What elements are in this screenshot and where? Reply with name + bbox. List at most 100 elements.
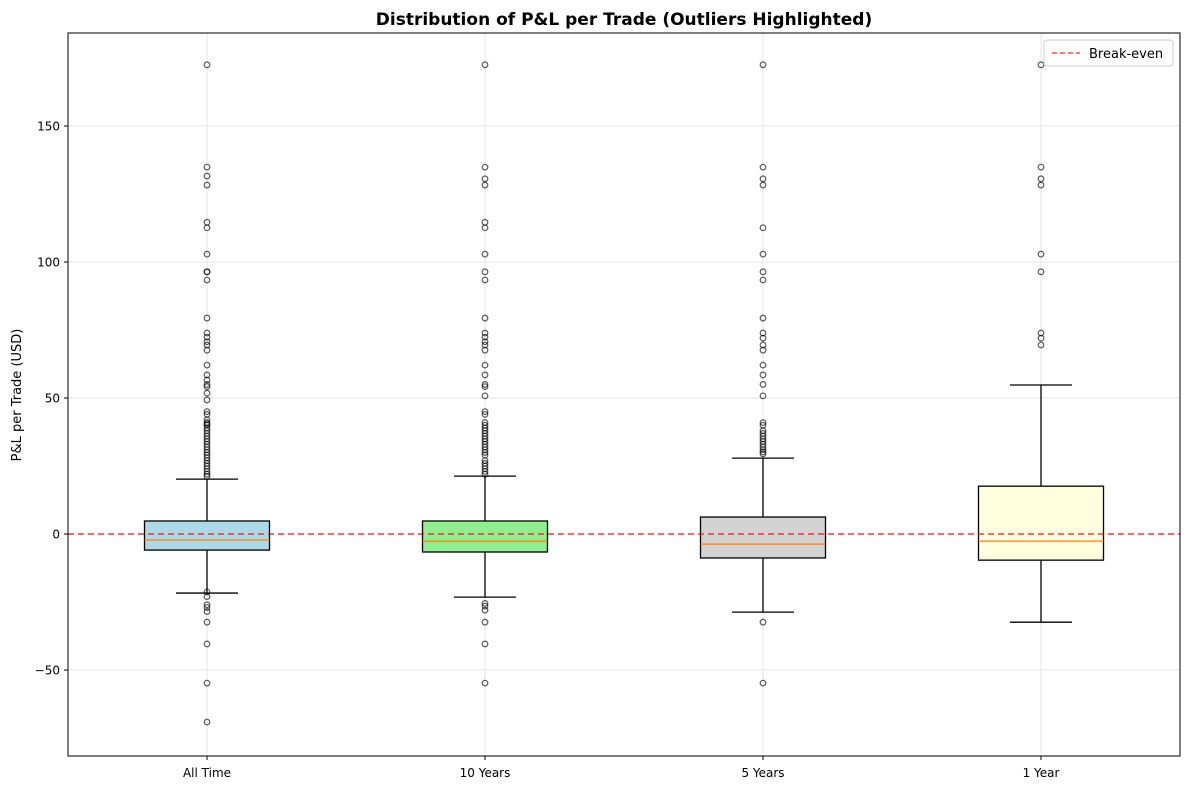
outlier-point (481, 470, 489, 478)
outlier-point (1037, 175, 1045, 183)
outlier-point (759, 361, 767, 369)
y-tick-label: 150 (37, 120, 60, 134)
outlier-point (481, 333, 489, 341)
box-all-time (143, 61, 271, 726)
outlier-point (481, 468, 489, 475)
outlier-point (759, 443, 767, 451)
iqr-box (977, 485, 1105, 561)
y-axis-label: P&L per Trade (USD) (10, 329, 25, 462)
outlier-point (759, 679, 767, 687)
outlier-point (1037, 341, 1045, 349)
outlier-point (203, 593, 211, 601)
outlier-point (203, 163, 211, 171)
outlier-point (759, 392, 767, 400)
outlier-point (203, 389, 211, 397)
outlier-point (203, 470, 211, 478)
outlier-point (203, 224, 211, 232)
y-tick-label: 0 (52, 528, 60, 542)
outlier-point (481, 381, 489, 388)
outlier-point (759, 314, 767, 322)
outlier-point (759, 163, 767, 171)
outlier-point (481, 346, 489, 354)
outlier-point (203, 314, 211, 322)
outlier-point (759, 450, 767, 458)
outlier-point (481, 224, 489, 232)
outlier-point (1037, 61, 1045, 69)
outlier-point (481, 606, 489, 614)
outlier-point (481, 175, 489, 183)
outlier-point (203, 276, 211, 284)
outlier-point (481, 408, 489, 416)
outlier-point (481, 361, 489, 369)
outlier-point (203, 588, 211, 596)
outlier-point (759, 61, 767, 69)
outlier-point (481, 640, 489, 648)
outlier-point (759, 224, 767, 232)
outlier-point (203, 346, 211, 354)
x-tick-label: 10 Years (460, 766, 511, 780)
outlier-point (481, 600, 489, 607)
legend: Break-even (1043, 39, 1174, 67)
outlier-point (759, 334, 767, 342)
x-tick-label: 1 Year (1023, 766, 1060, 780)
y-tick-label: 50 (45, 392, 60, 406)
outlier-point (759, 381, 767, 388)
outlier-point (759, 181, 767, 189)
outlier-point (1037, 250, 1045, 258)
outlier-point (203, 468, 211, 475)
outlier-point (203, 679, 211, 687)
axes: −50 0 50 100 150 All Time 10 Years 5 Years 1 Yea… (35, 120, 1060, 780)
grid (68, 33, 1180, 756)
y-tick-label: −50 (35, 664, 60, 678)
outlier-point (481, 392, 489, 400)
plot-frame (67, 32, 1181, 757)
outlier-point (481, 314, 489, 322)
chart-title: Distribution of P&L per Trade (Outliers … (376, 10, 872, 30)
outlier-point (481, 250, 489, 258)
outlier-point (481, 181, 489, 189)
outlier-point (203, 472, 211, 480)
outlier-point (203, 338, 211, 346)
outlier-point (203, 329, 211, 337)
outlier-point (481, 410, 489, 418)
outlier-point (203, 361, 211, 369)
outlier-point (203, 618, 211, 626)
outlier-point (481, 329, 489, 337)
plot-area (68, 61, 1180, 726)
outlier-point (759, 268, 767, 276)
outlier-point (203, 250, 211, 258)
outlier-point (203, 181, 211, 189)
outlier-point (481, 383, 489, 391)
legend-break-even-label: Break-even (1089, 47, 1163, 62)
outlier-point (203, 381, 211, 388)
outlier-point (759, 446, 767, 454)
outlier-point (481, 61, 489, 69)
outlier-point (203, 640, 211, 648)
outlier-point (203, 61, 211, 69)
outlier-point (203, 268, 211, 276)
outlier-point (1037, 334, 1045, 342)
outlier-point (481, 371, 489, 379)
outlier-point (203, 383, 211, 391)
outlier-point (759, 346, 767, 354)
outlier-point (759, 371, 767, 379)
outlier-point (1037, 268, 1045, 276)
iqr-box (143, 520, 271, 551)
outlier-point (481, 276, 489, 284)
outlier-point (481, 163, 489, 171)
outlier-point (759, 276, 767, 284)
outlier-point (203, 333, 211, 341)
x-tick-label: All Time (183, 766, 231, 780)
legend-box (1043, 39, 1174, 67)
outlier-point (759, 618, 767, 626)
outlier-point (481, 618, 489, 626)
outlier-point (759, 419, 767, 426)
box-5-years (699, 61, 827, 687)
outlier-point (203, 608, 211, 615)
box-10-years (421, 61, 549, 687)
outlier-point (759, 250, 767, 258)
iqr-box (699, 516, 827, 559)
outlier-point (203, 376, 211, 384)
outlier-point (203, 718, 211, 726)
